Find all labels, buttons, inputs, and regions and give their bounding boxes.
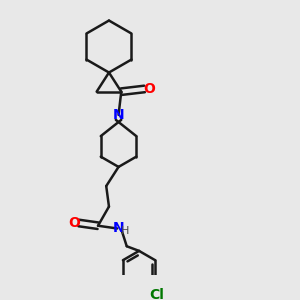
Text: N: N bbox=[113, 220, 124, 235]
Text: N: N bbox=[113, 108, 124, 122]
Text: Cl: Cl bbox=[149, 288, 164, 300]
Text: O: O bbox=[143, 82, 155, 96]
Text: O: O bbox=[68, 216, 80, 230]
Text: H: H bbox=[121, 226, 129, 236]
